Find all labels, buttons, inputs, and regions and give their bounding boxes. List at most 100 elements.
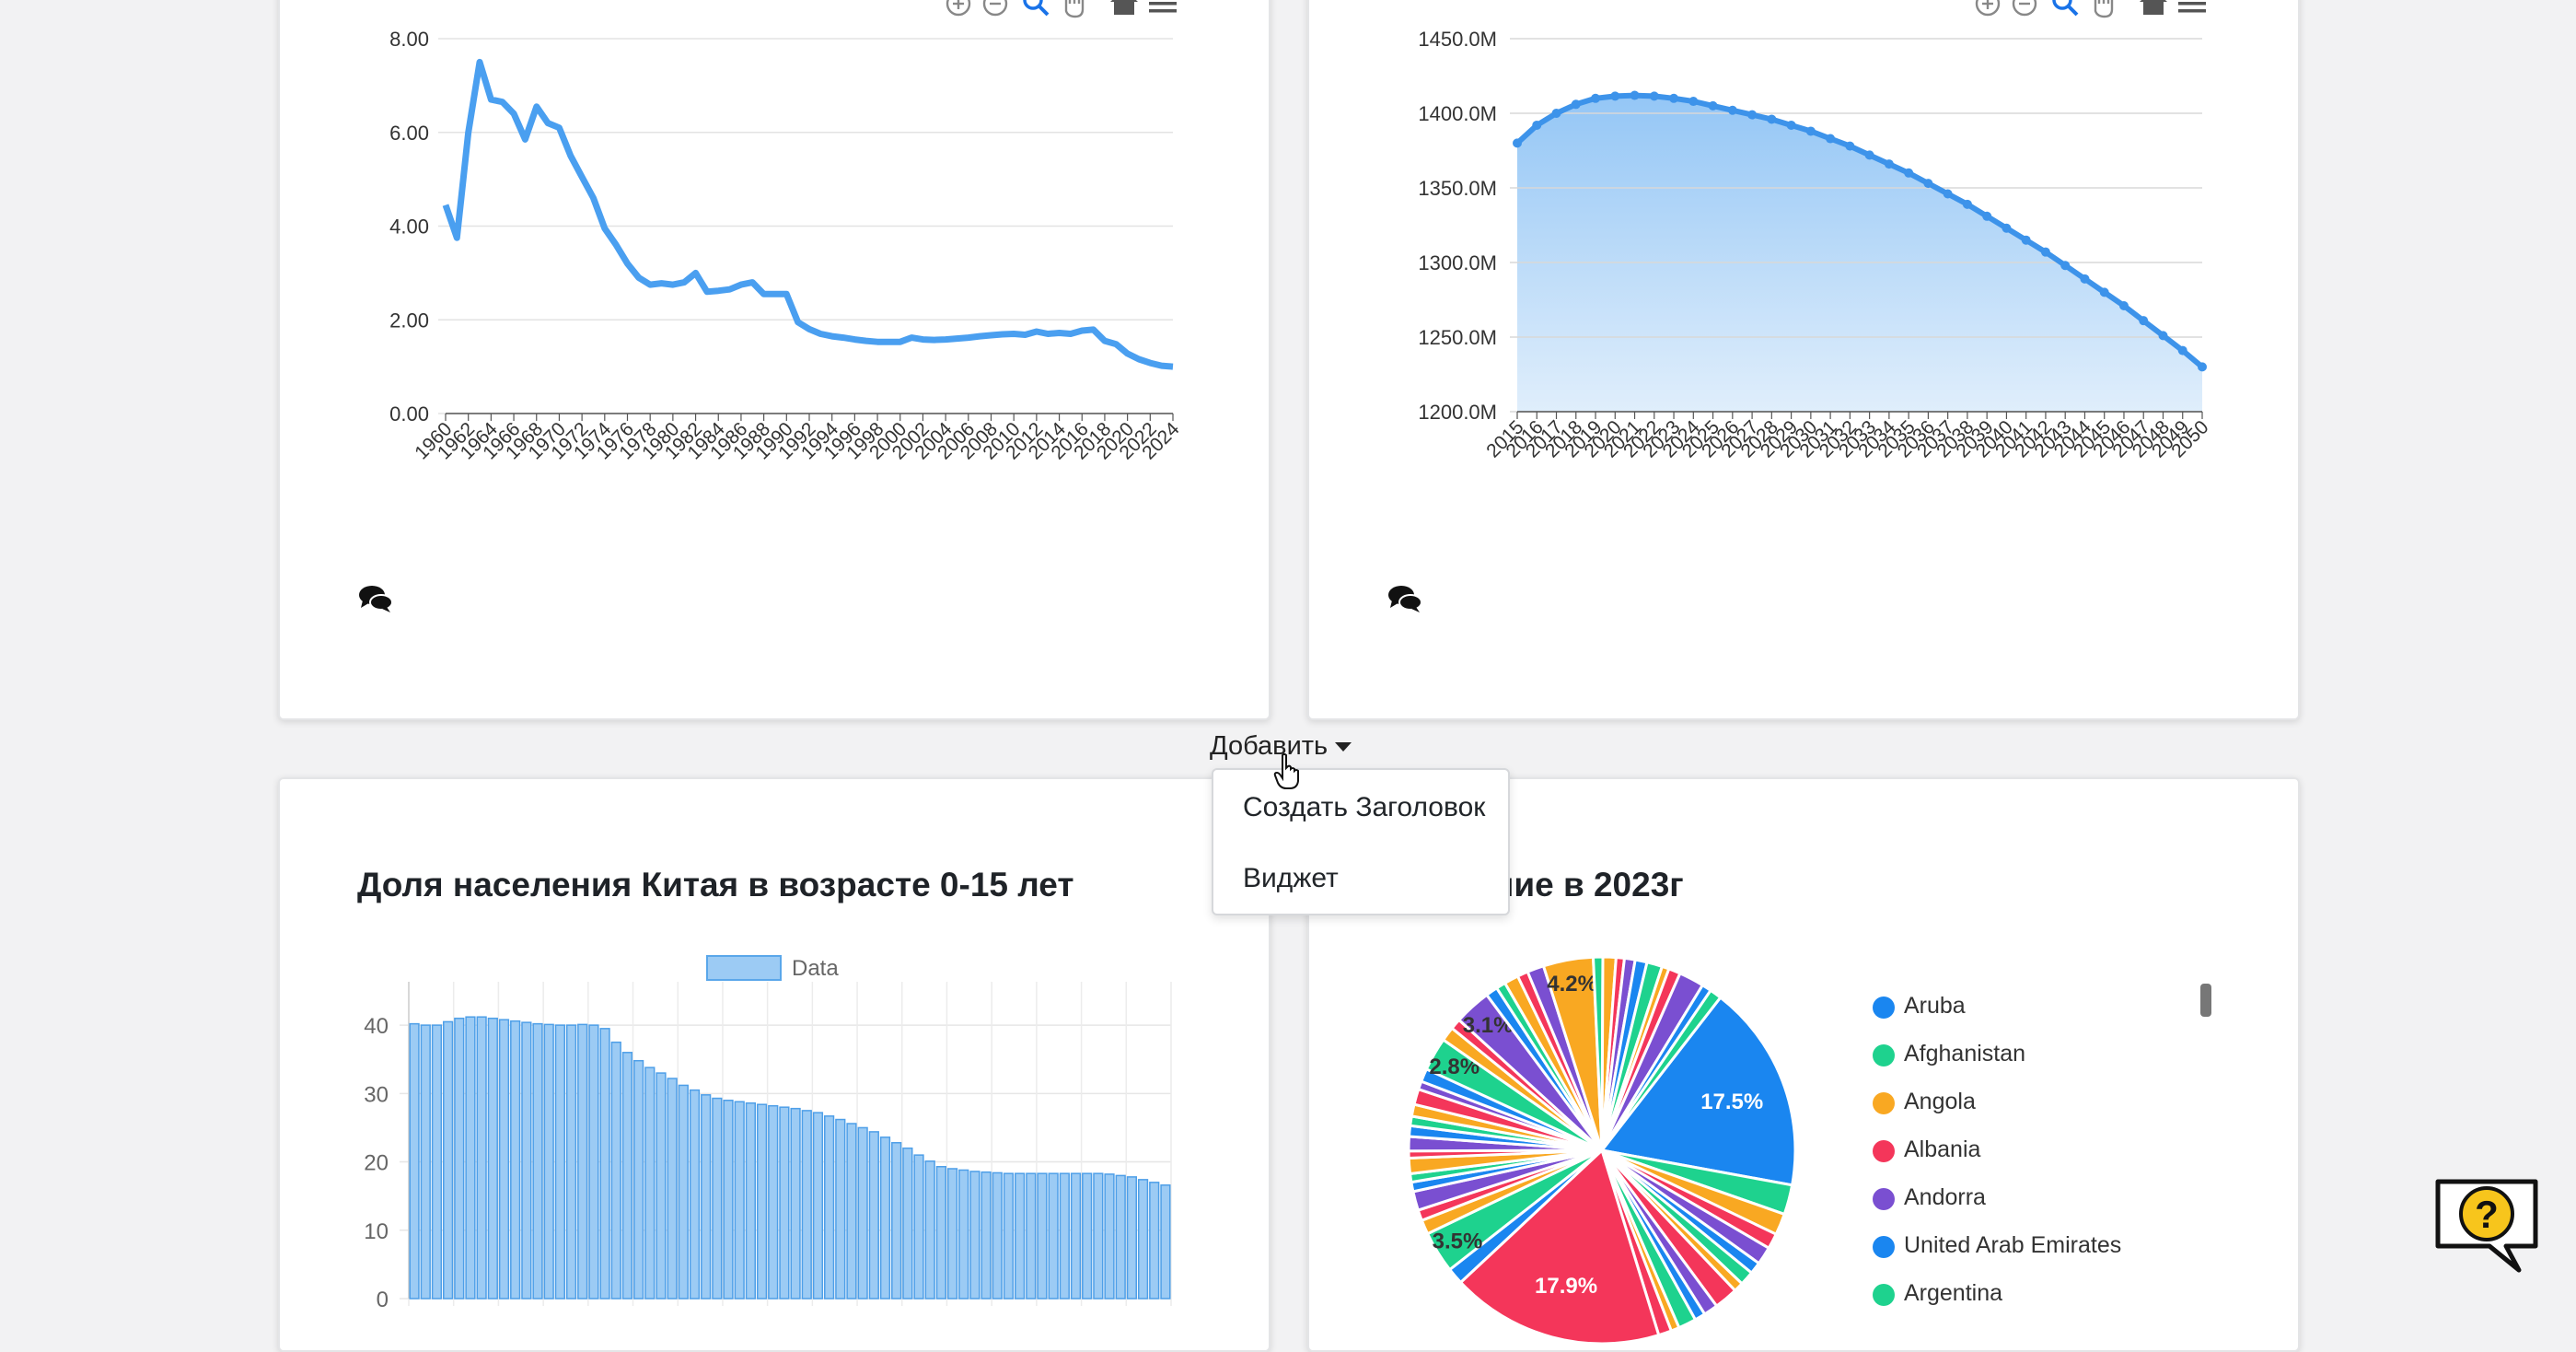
legend-item[interactable]: Albania: [1873, 1136, 1980, 1163]
legend-item[interactable]: Argentina: [1873, 1280, 2002, 1307]
bar: [431, 1024, 443, 1300]
pie-chart: 17.5%17.9%3.5%2.8%3.1%4.2%: [1407, 955, 1797, 1346]
data-point: [1610, 91, 1620, 101]
menu-icon-shape: [1149, 9, 1177, 13]
help-chat-icon[interactable]: ?: [2431, 1174, 2543, 1277]
legend-label: Andorra: [1904, 1184, 1986, 1210]
legend-color-dot: [1873, 1236, 1895, 1258]
bar: [958, 1169, 969, 1300]
home-icon[interactable]: [2140, 0, 2167, 15]
bar: [599, 1028, 610, 1300]
legend-item[interactable]: Aruba: [1873, 993, 1966, 1020]
bar: [543, 1023, 554, 1300]
bar: [1160, 1184, 1171, 1300]
magnifier-icon[interactable]: [1023, 0, 1050, 17]
menu-icon[interactable]: [2178, 0, 2206, 13]
data-point: [2002, 223, 2012, 233]
add-button[interactable]: Добавить: [1210, 731, 1352, 762]
y-tick-label: 1400.0M: [1418, 102, 1497, 125]
magnifier-icon[interactable]: [2052, 0, 2079, 17]
y-tick-label: 30: [364, 1082, 389, 1107]
population-chart: 1200.0M 1250.0M 1300.0M 1350.0M 1400.0M 1450.…: [1418, 0, 2213, 462]
comments-icon: [359, 586, 393, 612]
bar: [420, 1024, 431, 1300]
pan-hand-icon[interactable]: [2094, 0, 2114, 18]
y-tick-label: 0: [377, 1288, 389, 1312]
legend-color-dot: [1873, 1092, 1895, 1114]
menu-icon[interactable]: [1149, 0, 1177, 13]
series-line: [442, 58, 1174, 370]
bar: [857, 1126, 868, 1300]
data-point: [1982, 211, 1992, 221]
data-point: [2118, 300, 2129, 310]
bar: [981, 1171, 992, 1300]
y-tick-label: 1450.0M: [1418, 28, 1497, 51]
bar: [768, 1104, 779, 1300]
bar: [644, 1066, 656, 1300]
bar: [1026, 1172, 1037, 1300]
data-point: [2099, 287, 2109, 297]
bar: [1070, 1172, 1082, 1300]
legend-scrollbar[interactable]: [2200, 984, 2211, 1017]
series-area: [1517, 95, 2202, 412]
bar: [689, 1089, 701, 1300]
data-point: [2060, 261, 2071, 271]
y-tick-label: 1350.0M: [1418, 177, 1497, 200]
pie-data-label: 4.2%: [1547, 972, 1597, 997]
pan-hand-icon[interactable]: [1064, 0, 1085, 18]
bar: [790, 1107, 801, 1300]
y-tick-label: 20: [364, 1151, 389, 1176]
legend-label: United Arab Emirates: [1904, 1232, 2122, 1258]
bar: [678, 1084, 689, 1300]
comments-icon: [1388, 586, 1422, 612]
bar: [1059, 1172, 1070, 1300]
bar: [1104, 1173, 1115, 1300]
legend-item[interactable]: Andorra: [1873, 1184, 1986, 1211]
legend-item[interactable]: Angola: [1873, 1089, 1976, 1115]
menu-icon-shape: [1149, 2, 1177, 6]
bar: [1037, 1172, 1048, 1300]
y-tick-label: 4.00: [389, 216, 429, 239]
pie-data-label: 3.5%: [1433, 1229, 1483, 1253]
pie-data-label: 17.9%: [1535, 1274, 1597, 1299]
card-title: Доля населения Китая в возрасте 0-15 лет: [357, 866, 1074, 903]
bar: [701, 1094, 712, 1300]
legend-swatch: [706, 955, 782, 981]
data-point: [1688, 97, 1699, 107]
bar: [667, 1078, 678, 1300]
children-share-chart: Data 0 10 20 30 40: [364, 955, 1172, 1312]
bar: [1093, 1172, 1104, 1300]
bar: [868, 1131, 879, 1300]
menu-icon-shape: [2178, 9, 2206, 13]
data-point: [1649, 91, 1659, 101]
menu-item-widget[interactable]: Виджет: [1243, 863, 1339, 893]
data-point: [1630, 90, 1640, 100]
menu-item-create-header[interactable]: Создать Заголовок: [1243, 792, 1486, 822]
legend-color-dot: [1873, 1140, 1895, 1162]
data-point: [1864, 150, 1874, 160]
legend-item[interactable]: United Arab Emirates: [1873, 1232, 2122, 1259]
comments-button[interactable]: [1387, 582, 1423, 615]
zoom-out-icon[interactable]: [982, 0, 1008, 17]
zoom-out-icon[interactable]: [2012, 0, 2037, 17]
home-icon[interactable]: [1110, 0, 1138, 15]
bar: [712, 1097, 723, 1300]
bar: [745, 1101, 757, 1300]
home-icon-shape: [2140, 0, 2167, 15]
zoom-in-icon[interactable]: [1975, 0, 2001, 17]
bar: [588, 1024, 599, 1300]
pie-chart-card: ние в 2023г 17.5% 17.9% 3.5% 2.8% 3.1% 4.2% A…: [1307, 777, 2300, 1352]
data-point: [1767, 114, 1777, 124]
zoom-in-icon[interactable]: [946, 0, 971, 17]
bar: [577, 1023, 588, 1300]
bar: [510, 1020, 521, 1300]
comments-button[interactable]: [357, 582, 394, 615]
bar: [823, 1115, 835, 1300]
data-point: [1747, 110, 1758, 120]
legend-label: Angola: [1904, 1089, 1976, 1114]
bar: [1048, 1172, 1059, 1300]
data-point: [1551, 109, 1561, 118]
bar: [992, 1171, 1003, 1300]
y-tick-label: 6.00: [389, 122, 429, 145]
legend-item[interactable]: Afghanistan: [1873, 1041, 2025, 1067]
